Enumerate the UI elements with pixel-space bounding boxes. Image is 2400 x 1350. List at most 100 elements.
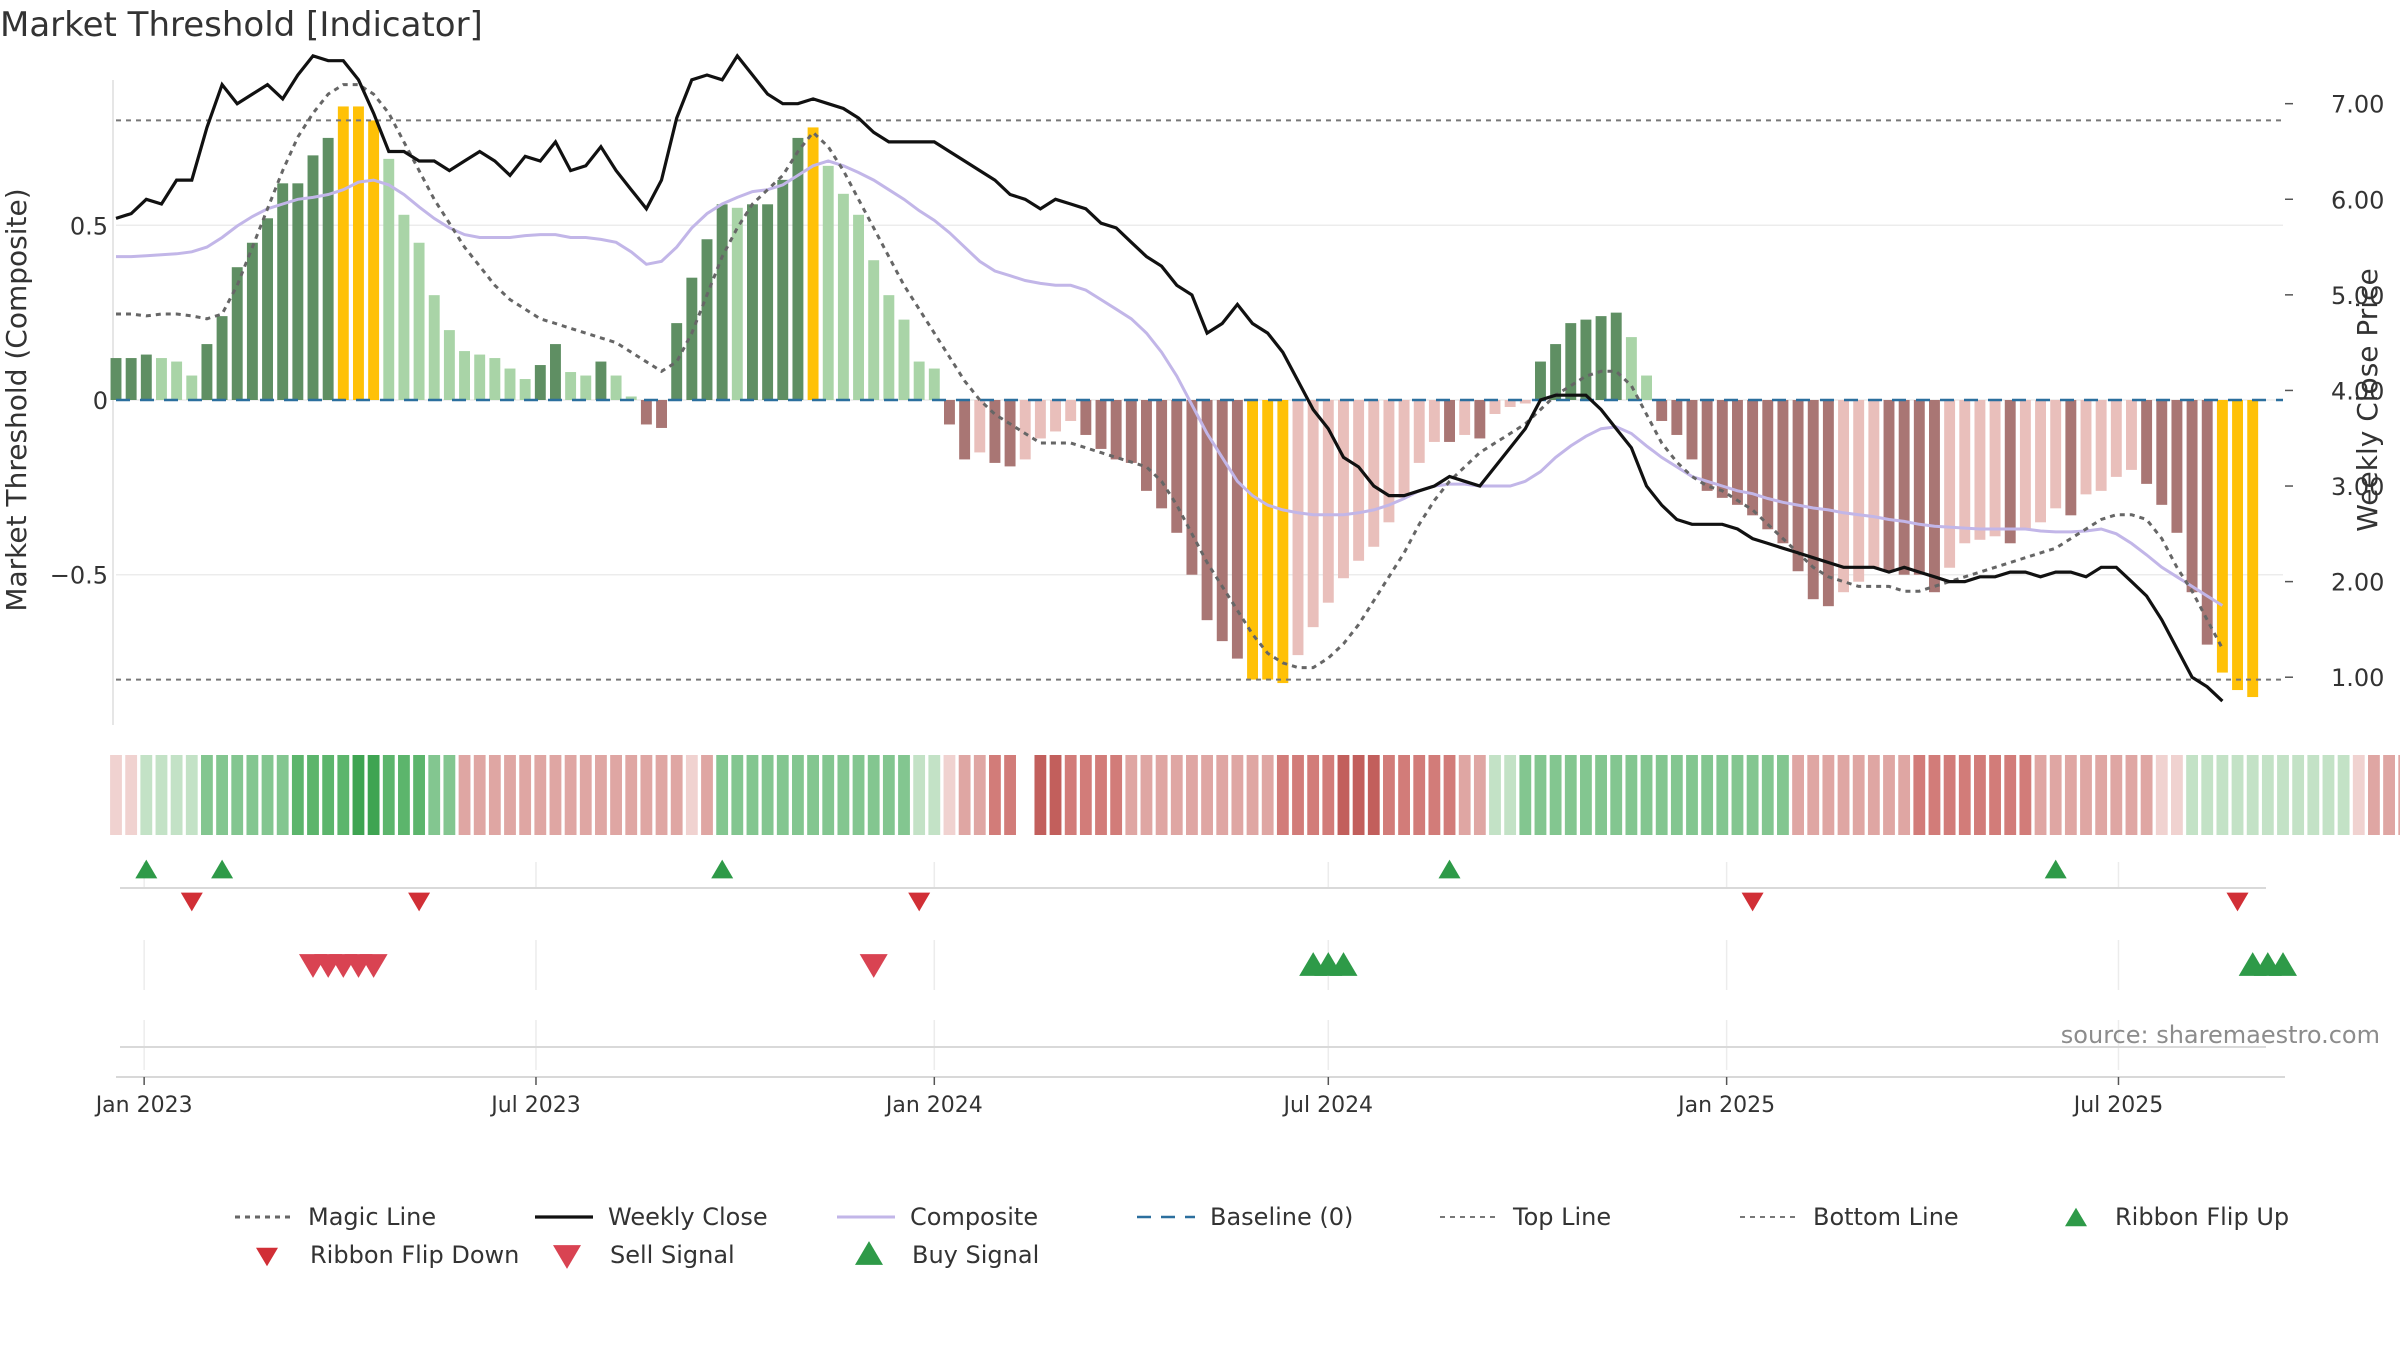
right-tick-label: 4.00 <box>2331 377 2384 405</box>
composite-bar <box>1292 400 1304 656</box>
ribbon-cell <box>1276 755 1289 835</box>
ribbon-flip-down-marker <box>908 892 931 912</box>
composite-bar <box>1519 400 1531 404</box>
x-tick-label: Jan 2024 <box>884 1093 983 1118</box>
ribbon-cell <box>519 755 532 835</box>
legend-label: Magic Line <box>308 1203 436 1231</box>
composite-bar <box>550 344 561 400</box>
composite-bar <box>1019 400 1031 460</box>
ribbon-cell <box>1837 755 1850 835</box>
composite-bar <box>1231 400 1243 659</box>
composite-bar <box>1322 400 1334 603</box>
composite-bar <box>1595 316 1607 400</box>
legend-item-top: Top Line <box>1440 1203 1611 1231</box>
composite-bar <box>110 358 122 400</box>
composite-bar <box>1610 312 1622 400</box>
composite-line <box>116 159 2224 607</box>
ribbon-cell <box>261 755 274 835</box>
ribbon-cell <box>216 755 228 835</box>
composite-bar <box>307 155 319 400</box>
composite-bar <box>413 242 425 400</box>
ribbon-cell <box>1231 755 1244 835</box>
ribbon-cell <box>473 755 486 835</box>
composite-bar <box>640 400 652 425</box>
ribbon-cell <box>1655 755 1668 835</box>
ribbon-flip-down-marker <box>408 892 431 912</box>
composite-bar <box>2110 400 2122 477</box>
ribbon-cell <box>655 755 668 835</box>
ribbon-cell <box>2398 755 2400 835</box>
composite-bar <box>837 193 849 400</box>
ribbon-cell <box>685 755 698 835</box>
ribbon-panel <box>110 755 2400 835</box>
ribbon-flip-up-marker <box>2044 859 2067 879</box>
composite-bar <box>231 267 243 400</box>
composite-bar <box>1459 400 1471 435</box>
x-tick-label: Jan 2025 <box>1676 1093 1775 1118</box>
composite-bar <box>1262 400 1274 680</box>
magic-line <box>116 83 2224 670</box>
composite-bar <box>959 400 971 460</box>
ribbon-cell <box>1322 755 1335 835</box>
ribbon-cell <box>2201 755 2214 835</box>
ribbon-cell <box>1974 755 1986 835</box>
right-tick-label: 5.00 <box>2331 282 2384 310</box>
signal-panel <box>120 940 2297 1070</box>
composite-bar <box>1428 400 1440 442</box>
ribbon-cell <box>1473 755 1486 835</box>
ribbon-cell <box>822 755 835 835</box>
ribbon-cell <box>1186 755 1198 835</box>
composite-bar <box>1034 400 1046 439</box>
ribbon-cell <box>2246 755 2259 835</box>
ribbon-flip-down-marker <box>180 892 203 912</box>
composite-bar <box>2080 400 2092 495</box>
composite-bar <box>292 183 304 400</box>
ribbon-cell <box>1580 755 1592 835</box>
composite-bar <box>2201 400 2213 645</box>
composite-bar <box>443 330 455 400</box>
ribbon-cell <box>352 755 365 835</box>
ribbon-cell <box>307 755 319 835</box>
ribbon-cell <box>1413 755 1426 835</box>
legend-item-flip_up: Ribbon Flip Up <box>2065 1203 2289 1231</box>
sell-signal-marker <box>859 954 888 978</box>
composite-bar <box>534 365 546 400</box>
composite-bar <box>2216 400 2228 673</box>
composite-bar <box>1762 400 1774 530</box>
composite-bar <box>928 368 940 400</box>
composite-bar <box>1383 400 1395 523</box>
composite-bar <box>1550 344 1562 400</box>
ribbon-cell <box>1610 755 1623 835</box>
composite-bar <box>1732 400 1743 505</box>
ribbon-cell <box>1943 755 1956 835</box>
composite-bar <box>1792 400 1804 572</box>
legend-item-close: Weekly Close <box>535 1203 768 1231</box>
ribbon-cell <box>1337 755 1350 835</box>
ribbon-cell <box>125 755 138 835</box>
composite-bar <box>125 358 137 400</box>
ribbon-cell <box>458 755 471 835</box>
ribbon-cell <box>1140 755 1153 835</box>
ribbon-cell <box>2019 755 2032 835</box>
composite-bar <box>398 214 410 400</box>
composite-bar <box>1216 400 1228 642</box>
ribbon-flip-panel <box>120 859 2266 912</box>
composite-bar <box>580 375 592 400</box>
ribbon-cell <box>943 755 956 835</box>
left-tick-label: 0.5 <box>70 212 108 240</box>
composite-bar <box>1974 400 1986 540</box>
composite-bar <box>1565 323 1577 400</box>
ribbon-cell <box>201 755 213 835</box>
ribbon-cell <box>2292 755 2305 835</box>
ribbon-cell <box>1595 755 1607 835</box>
legend-item-buy: Buy Signal <box>855 1241 1039 1269</box>
composite-bar <box>1247 400 1258 680</box>
ribbon-cell <box>443 755 456 835</box>
legend-swatch <box>855 1241 883 1265</box>
ribbon-cell <box>1261 755 1274 835</box>
ribbon-cell <box>716 755 729 835</box>
composite-bar <box>1504 400 1516 407</box>
composite-bar <box>883 295 895 400</box>
ribbon-cell <box>1170 755 1183 835</box>
composite-bar <box>1004 400 1016 467</box>
